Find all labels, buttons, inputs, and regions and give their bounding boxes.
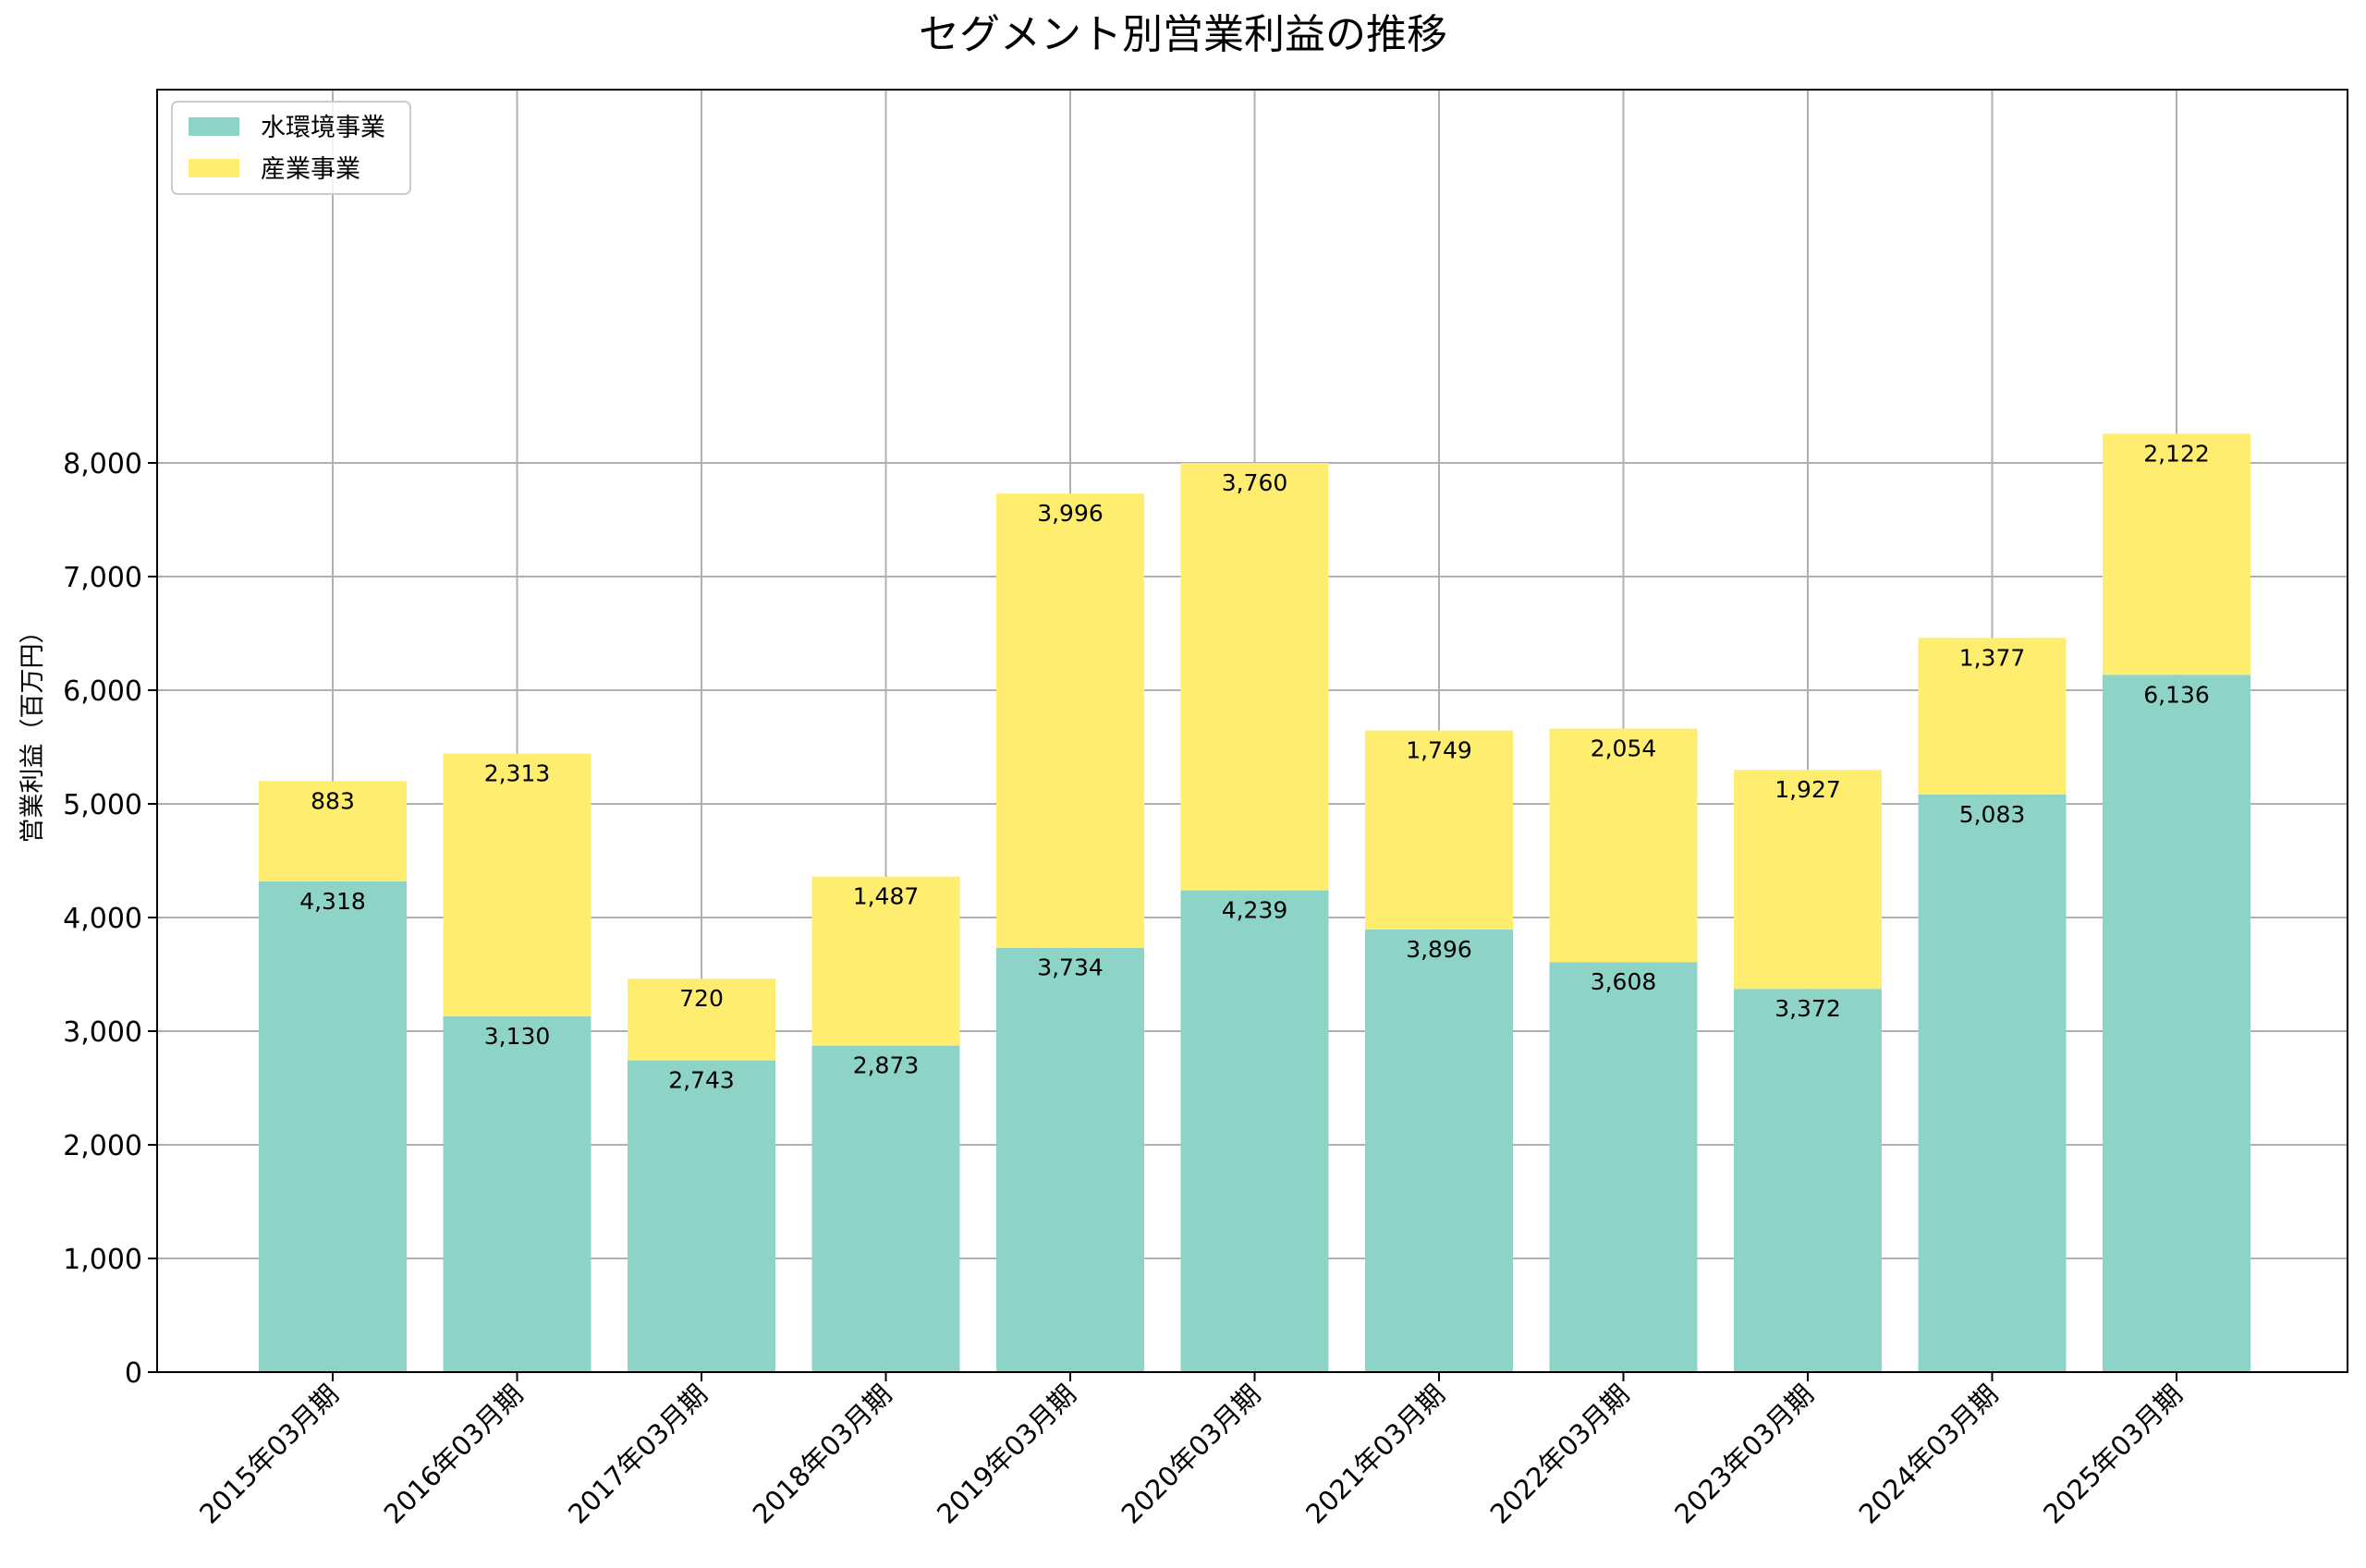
data-label-industrial: 1,749 (1406, 737, 1472, 764)
y-tick-label: 3,000 (63, 1016, 142, 1049)
bars (259, 433, 2250, 1372)
bar-industrial (811, 876, 960, 1046)
y-tick-label: 2,000 (63, 1130, 142, 1162)
x-tick-label: 2022年03月期 (1484, 1379, 1636, 1530)
bar-water-environment (443, 1016, 592, 1372)
bar-water-environment (2103, 675, 2250, 1372)
x-tick-label: 2017年03月期 (562, 1379, 713, 1530)
y-tick-label: 5,000 (63, 789, 142, 821)
bar-industrial (1180, 463, 1329, 891)
data-label-industrial: 3,760 (1222, 469, 1288, 496)
y-tick-label: 4,000 (63, 903, 142, 935)
bar-industrial (259, 781, 407, 881)
y-tick-label: 1,000 (63, 1244, 142, 1276)
data-label-water-environment: 3,608 (1591, 968, 1657, 995)
bar-water-environment (259, 881, 407, 1372)
data-label-industrial: 3,996 (1037, 500, 1104, 527)
data-labels: 4,318 883 3,130 2,313 2,743 720 2,873 1,487 3,73… (299, 440, 2210, 1093)
bar-water-environment (1918, 794, 2067, 1372)
data-label-water-environment: 4,239 (1222, 897, 1288, 924)
data-label-water-environment: 2,873 (853, 1052, 920, 1079)
y-axis: 0 1,000 2,000 3,000 4,000 5,000 6,000 7,000 8,00… (63, 448, 157, 1390)
data-label-industrial: 1,927 (1774, 776, 1841, 803)
bar-industrial (996, 493, 1144, 948)
bar-water-environment (996, 947, 1144, 1372)
bar-industrial (1549, 728, 1698, 963)
legend-label-water-environment: 水環境事業 (261, 114, 385, 142)
bar-industrial (1734, 770, 1882, 990)
data-label-water-environment: 3,734 (1037, 954, 1104, 981)
x-tick-label: 2015年03月期 (193, 1379, 345, 1530)
x-tick-label: 2020年03月期 (1116, 1379, 1267, 1530)
x-tick-label: 2025年03月期 (2037, 1379, 2189, 1530)
bar-water-environment (1180, 890, 1329, 1372)
data-label-industrial: 2,313 (484, 760, 551, 787)
data-label-water-environment: 4,318 (299, 888, 366, 915)
bar-industrial (1365, 730, 1513, 930)
bar-water-environment (628, 1060, 775, 1372)
x-tick-label: 2018年03月期 (747, 1379, 898, 1530)
legend-swatch-industrial (189, 159, 239, 177)
data-label-water-environment: 5,083 (1959, 801, 2026, 828)
chart-title: セグメント別営業利益の推移 (919, 11, 1447, 58)
data-label-industrial: 720 (679, 985, 724, 1012)
data-label-industrial: 2,122 (2143, 440, 2210, 467)
data-label-industrial: 2,054 (1591, 735, 1657, 762)
bar-industrial (1918, 638, 2067, 795)
data-label-water-environment: 3,130 (484, 1023, 551, 1050)
data-label-industrial: 883 (311, 787, 355, 814)
data-label-industrial: 1,487 (853, 883, 920, 910)
x-axis: 2015年03月期 2016年03月期 2017年03月期 2018年03月期 2019… (193, 1372, 2189, 1530)
bar-industrial (443, 753, 592, 1017)
bar-water-environment (1365, 929, 1513, 1372)
y-tick-label: 7,000 (63, 562, 142, 594)
data-label-water-environment: 3,372 (1774, 995, 1841, 1022)
bar-industrial (628, 978, 775, 1061)
data-label-water-environment: 3,896 (1406, 936, 1472, 963)
legend-swatch-water-environment (189, 117, 239, 136)
y-axis-label: 営業利益（百万円） (18, 619, 47, 844)
data-label-water-environment: 6,136 (2143, 681, 2210, 708)
x-tick-label: 2023年03月期 (1668, 1379, 1820, 1530)
x-tick-label: 2021年03月期 (1299, 1379, 1451, 1530)
y-tick-label: 6,000 (63, 675, 142, 708)
y-tick-label: 8,000 (63, 448, 142, 480)
x-tick-label: 2016年03月期 (378, 1379, 530, 1530)
data-label-water-environment: 2,743 (668, 1067, 735, 1094)
legend-label-industrial: 産業事業 (261, 155, 360, 184)
bar-water-environment (1549, 962, 1698, 1372)
x-tick-label: 2019年03月期 (931, 1379, 1082, 1530)
bar-water-environment (811, 1045, 960, 1372)
plot-frame (156, 89, 2348, 1373)
x-tick-label: 2024年03月期 (1853, 1379, 2005, 1530)
bar-water-environment (1734, 989, 1882, 1372)
data-label-industrial: 1,377 (1959, 644, 2026, 671)
y-tick-label: 0 (125, 1357, 142, 1390)
bar-industrial (2103, 433, 2250, 675)
